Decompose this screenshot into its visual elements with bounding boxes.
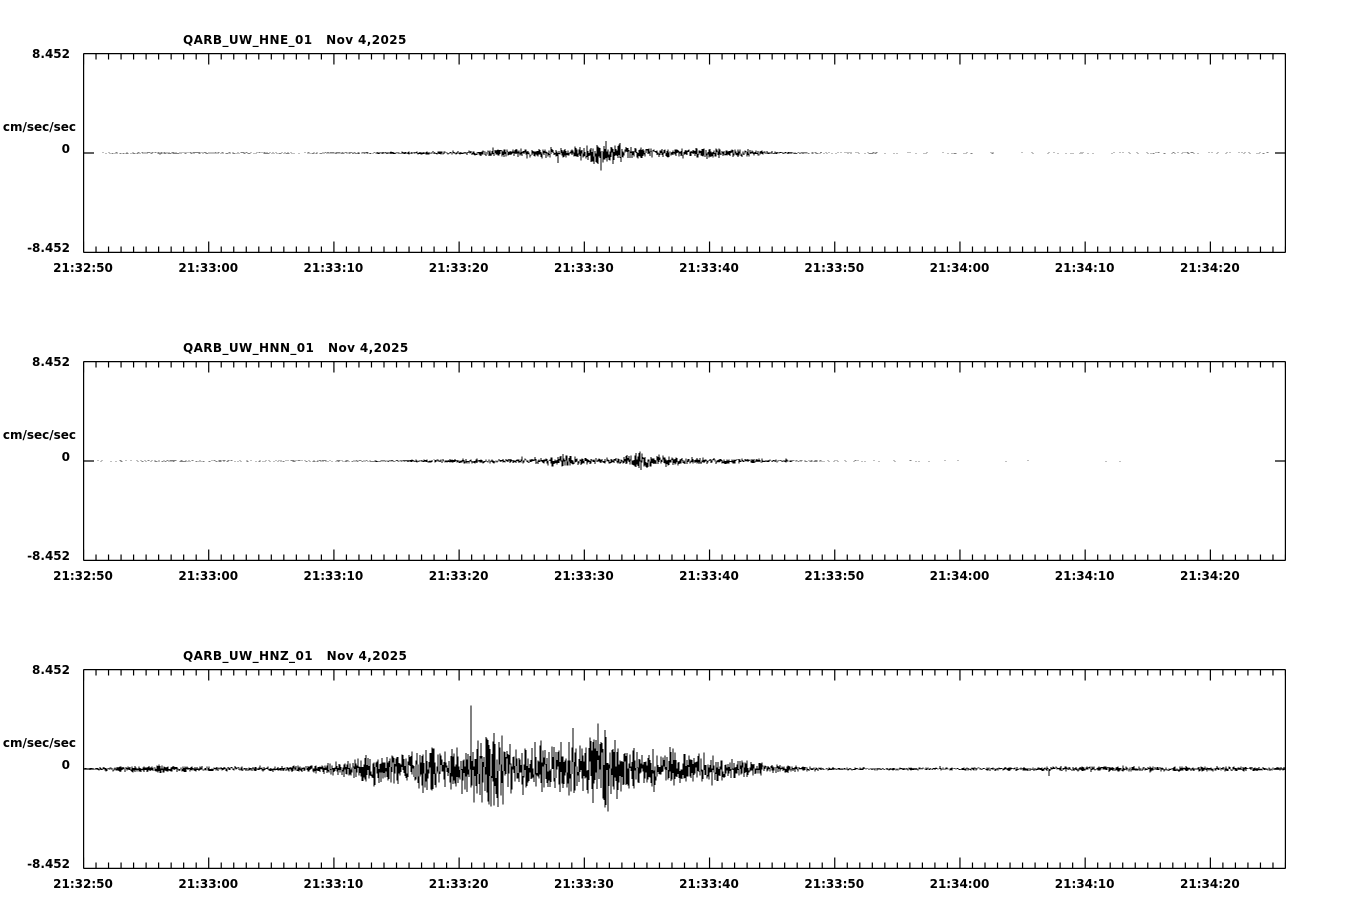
waveform-panel-hnz: QARB_UW_HNZ_01 Nov 4,2025 cm/sec/sec 8.4…: [0, 616, 1358, 924]
x-tick-label: 21:33:30: [553, 877, 614, 891]
y-axis-units-hne: cm/sec/sec: [2, 120, 76, 134]
x-tick-label: 21:34:20: [1180, 261, 1240, 275]
y-tick-zero-hne: 0: [61, 142, 70, 156]
x-tick-label: 21:33:20: [428, 261, 489, 275]
y-tick-min-hnz: -8.452: [27, 857, 70, 871]
y-tick-min-hnn: -8.452: [27, 549, 70, 563]
x-tick-label: 21:33:30: [553, 261, 614, 275]
x-tick-label: 21:34:00: [929, 877, 990, 891]
x-tick-label: 21:32:50: [53, 877, 113, 891]
x-tick-label: 21:33:30: [553, 569, 614, 583]
waveform-panel-hnn: QARB_UW_HNN_01 Nov 4,2025 cm/sec/sec 8.4…: [0, 308, 1358, 616]
x-tick-label: 21:32:50: [53, 261, 113, 275]
y-tick-zero-hnz: 0: [61, 758, 70, 772]
x-tick-label: 21:34:10: [1054, 877, 1115, 891]
plot-area-hnz: [83, 669, 1286, 869]
x-tick-label: 21:33:10: [303, 569, 364, 583]
x-tick-label: 21:34:20: [1180, 569, 1240, 583]
x-tick-label: 21:33:10: [303, 877, 364, 891]
x-tick-label: 21:33:40: [679, 569, 739, 583]
x-tick-label: 21:33:50: [804, 261, 865, 275]
x-tick-label: 21:33:00: [178, 569, 239, 583]
y-tick-max-hnn: 8.452: [32, 355, 70, 369]
panel-title-hnz: QARB_UW_HNZ_01 Nov 4,2025: [183, 649, 408, 663]
x-tick-label: 21:33:10: [303, 261, 364, 275]
y-tick-max-hnz: 8.452: [32, 663, 70, 677]
x-tick-label: 21:32:50: [53, 569, 113, 583]
x-tick-label: 21:33:50: [804, 569, 865, 583]
x-tick-label: 21:33:00: [178, 877, 239, 891]
plot-area-hnn: [83, 361, 1286, 561]
x-tick-label: 21:34:20: [1180, 877, 1240, 891]
x-tick-label: 21:33:50: [804, 877, 865, 891]
y-axis-units-hnn: cm/sec/sec: [2, 428, 76, 442]
y-tick-min-hne: -8.452: [27, 241, 70, 255]
x-tick-label: 21:33:40: [679, 877, 739, 891]
x-tick-label: 21:34:10: [1054, 261, 1115, 275]
x-tick-label: 21:34:00: [929, 261, 990, 275]
x-tick-label: 21:34:00: [929, 569, 990, 583]
panel-title-hne: QARB_UW_HNE_01 Nov 4,2025: [183, 33, 407, 47]
x-tick-label: 21:34:10: [1054, 569, 1115, 583]
x-tick-label: 21:33:00: [178, 261, 239, 275]
panel-title-hnn: QARB_UW_HNN_01 Nov 4,2025: [183, 341, 409, 355]
y-axis-units-hnz: cm/sec/sec: [2, 736, 76, 750]
x-tick-label: 21:33:20: [428, 877, 489, 891]
x-tick-label: 21:33:40: [679, 261, 739, 275]
y-tick-max-hne: 8.452: [32, 47, 70, 61]
y-tick-zero-hnn: 0: [61, 450, 70, 464]
x-tick-label: 21:33:20: [428, 569, 489, 583]
plot-area-hne: [83, 53, 1286, 253]
waveform-panel-hne: QARB_UW_HNE_01 Nov 4,2025 cm/sec/sec 8.4…: [0, 0, 1358, 308]
